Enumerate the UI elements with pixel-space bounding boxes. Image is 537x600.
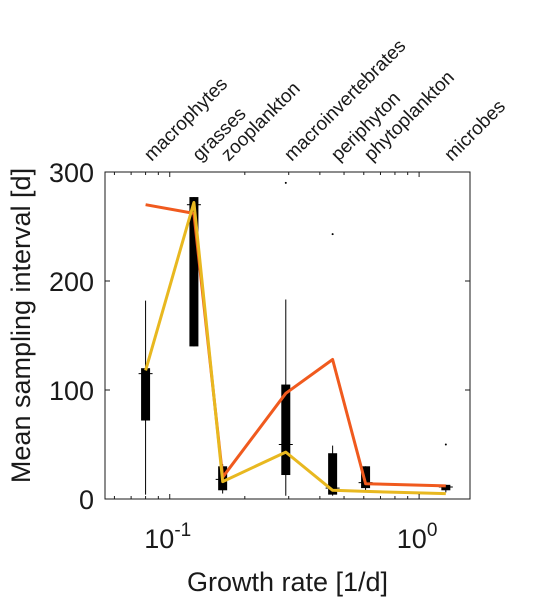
axes: 0 100 200 300 10-1 100 [49, 158, 470, 554]
box-microbes [441, 484, 451, 491]
outlier-microbes [444, 443, 447, 446]
outlier-macroinvertebrates [284, 181, 287, 184]
y-tick-label: 0 [79, 485, 94, 515]
y-tick-label: 300 [49, 158, 94, 188]
outlier-periphyton [331, 233, 334, 236]
x-tick-label: 100 [397, 520, 438, 554]
box-phytoplankton [361, 466, 371, 489]
y-axis-title: Mean sampling interval [d] [6, 168, 36, 483]
group-label-microbes: microbes [441, 96, 510, 165]
box-macroinvertebrates [281, 384, 291, 476]
y-tick-label: 100 [49, 376, 94, 406]
y-tick-label: 200 [49, 267, 94, 297]
box-grasses [189, 197, 199, 347]
series-line-2 [144, 201, 446, 496]
x-tick-label: 10-1 [144, 520, 191, 554]
plot-frame [104, 171, 471, 500]
series-lines [144, 201, 446, 496]
box-periphyton [328, 453, 338, 495]
box-macrophytes [141, 368, 151, 421]
x-axis-title: Growth rate [1/d] [187, 567, 388, 597]
group-labels: macrophytesgrasseszooplanktonmacroinvert… [140, 36, 510, 166]
